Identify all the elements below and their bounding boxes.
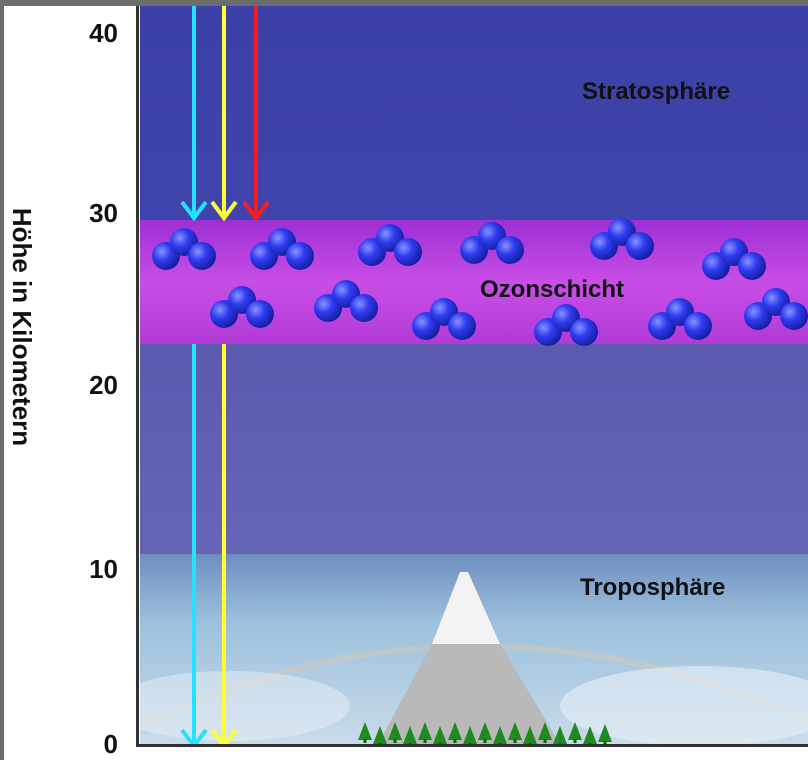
stratosphere-label: Stratosphäre: [582, 78, 731, 105]
frame-border-left: [0, 0, 4, 760]
frame-border-top: [0, 0, 808, 6]
y-tick-10: 10: [89, 554, 118, 584]
cyan-arrow: [180, 6, 208, 746]
red-arrow: [242, 6, 270, 222]
trees: [358, 722, 612, 746]
atmosphere-plot: Stratosphäre Ozonschicht Troposphäre: [140, 6, 808, 746]
y-tick-30: 30: [89, 198, 118, 228]
y-axis-line: [136, 6, 139, 747]
mountain-snow-cap: [432, 572, 500, 644]
yellow-arrow: [210, 6, 238, 746]
stratosphere-layer: [140, 6, 808, 220]
x-axis-line: [136, 744, 808, 747]
y-axis-label: Höhe in Kilometern: [7, 207, 37, 447]
y-tick-0: 0: [103, 729, 118, 759]
cloud: [560, 666, 808, 746]
mountain: [378, 644, 560, 744]
atmosphere-svg: [140, 6, 808, 746]
lower-stratosphere-layer: [140, 344, 808, 554]
ozone-layer-label: Ozonschicht: [480, 276, 625, 303]
troposphere-label: Troposphäre: [580, 574, 726, 601]
y-tick-20: 20: [89, 370, 118, 400]
y-tick-40: 40: [89, 18, 118, 48]
